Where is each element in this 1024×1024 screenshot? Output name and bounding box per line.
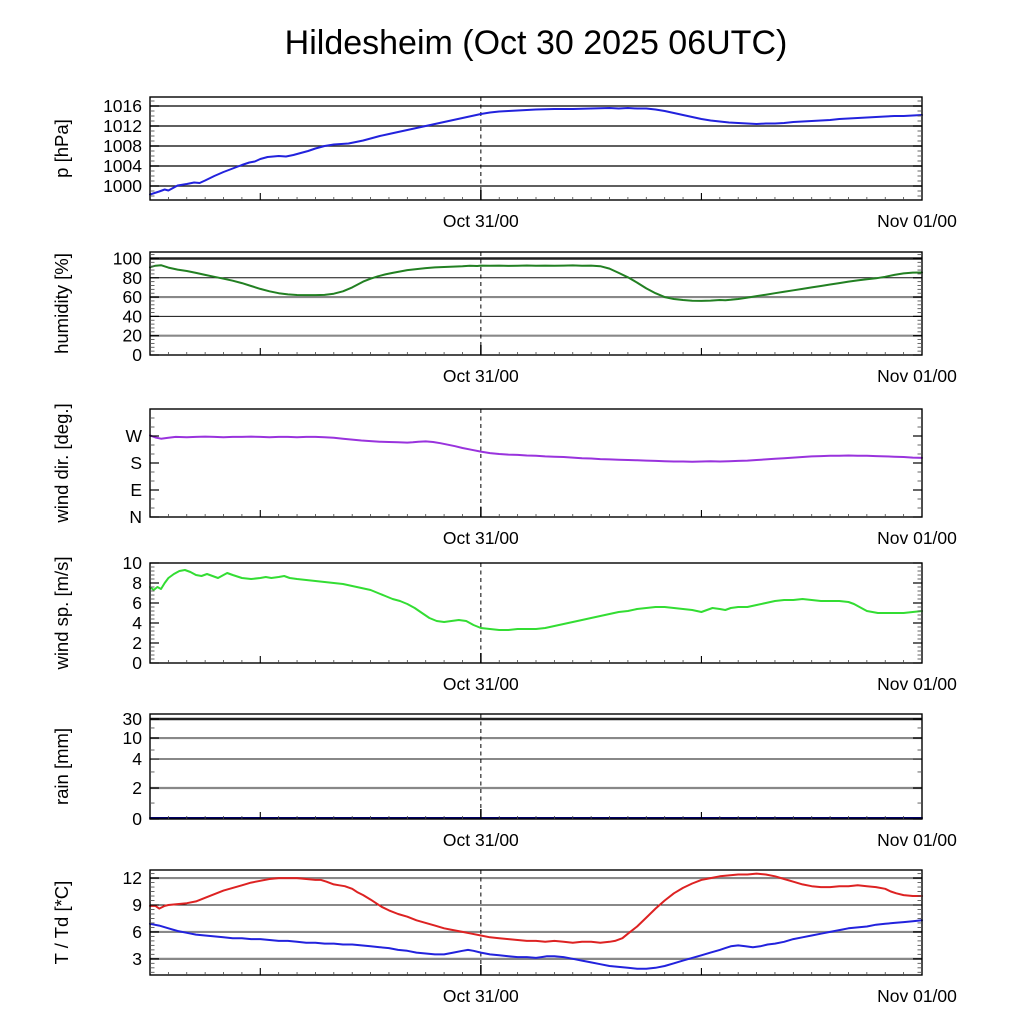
x-axis-label: Nov 01/00 (877, 528, 957, 548)
panel-frame (149, 251, 923, 356)
x-axis-label: Oct 31/00 (443, 528, 519, 548)
y-axis-title-wind-speed: wind sp. [m/s] (51, 556, 72, 670)
y-tick-label: 4 (132, 613, 142, 633)
y-axis-title-pressure: p [hPa] (51, 119, 72, 178)
y-tick-label: E (130, 480, 142, 500)
panel-frame (149, 713, 923, 820)
x-axis-label: Nov 01/00 (877, 986, 957, 1006)
x-axis-label: Nov 01/00 (877, 211, 957, 231)
y-axis-title-wind-direction: wind dir. [deg.] (51, 403, 72, 523)
y-tick-label: 10 (123, 728, 143, 748)
x-axis-label: Oct 31/00 (443, 830, 519, 850)
panel-temperature: 3 6 9 12 Oct 31/00 Nov 01/00 T / Td [*C] (51, 868, 957, 1006)
y-tick-label: 0 (132, 809, 142, 829)
series-humidity-line (149, 264, 923, 302)
y-tick-label: 1004 (103, 156, 142, 176)
series-wind-speed-line (149, 569, 923, 631)
y-tick-label: 3 (132, 949, 142, 969)
y-tick-label: 8 (132, 573, 142, 593)
y-tick-label: 20 (123, 326, 143, 346)
y-tick-label: 6 (132, 922, 142, 942)
y-tick-label: 1008 (103, 136, 142, 156)
x-axis-label: Nov 01/00 (877, 674, 957, 694)
series-wind-direction-line (149, 434, 923, 463)
y-tick-label: 9 (132, 895, 142, 915)
y-tick-label: 30 (123, 709, 143, 729)
y-tick-label: 2 (132, 778, 142, 798)
x-axis-label: Oct 31/00 (443, 986, 519, 1006)
panel-frame (149, 96, 923, 201)
x-axis-label: Nov 01/00 (877, 830, 957, 850)
y-axis-title-humidity: humidity [%] (51, 253, 72, 354)
x-axis-label: Oct 31/00 (443, 674, 519, 694)
y-tick-label: 100 (113, 248, 142, 268)
y-tick-label: 60 (123, 287, 143, 307)
y-tick-label: 40 (123, 306, 143, 326)
panel-frame (149, 408, 923, 518)
y-tick-label: 80 (123, 268, 143, 288)
y-tick-label: W (125, 426, 142, 446)
y-tick-label: 1000 (103, 176, 142, 196)
y-axis-title-rain: rain [mm] (51, 728, 72, 805)
x-axis-label: Oct 31/00 (443, 366, 519, 386)
y-tick-label: 12 (123, 868, 142, 888)
y-tick-label: 0 (132, 345, 142, 365)
y-tick-label: 2 (132, 633, 142, 653)
y-tick-label: S (130, 453, 142, 473)
y-tick-label: 1012 (103, 116, 142, 136)
y-tick-label: 1016 (103, 96, 142, 116)
y-tick-label: 10 (123, 553, 143, 573)
chart-title: Hildesheim (Oct 30 2025 06UTC) (284, 24, 788, 62)
y-tick-label: 6 (132, 593, 142, 613)
y-tick-label: 4 (132, 749, 142, 769)
x-axis-label: Oct 31/00 (443, 211, 519, 231)
y-tick-label: 0 (132, 653, 142, 673)
x-axis-label: Nov 01/00 (877, 366, 957, 386)
y-tick-label: N (129, 507, 142, 527)
y-axis-title-temperature: T / Td [*C] (51, 881, 72, 965)
series-temperature-line (149, 872, 923, 944)
series-pressure-line (149, 107, 923, 196)
series-dewpoint-line (149, 919, 923, 970)
